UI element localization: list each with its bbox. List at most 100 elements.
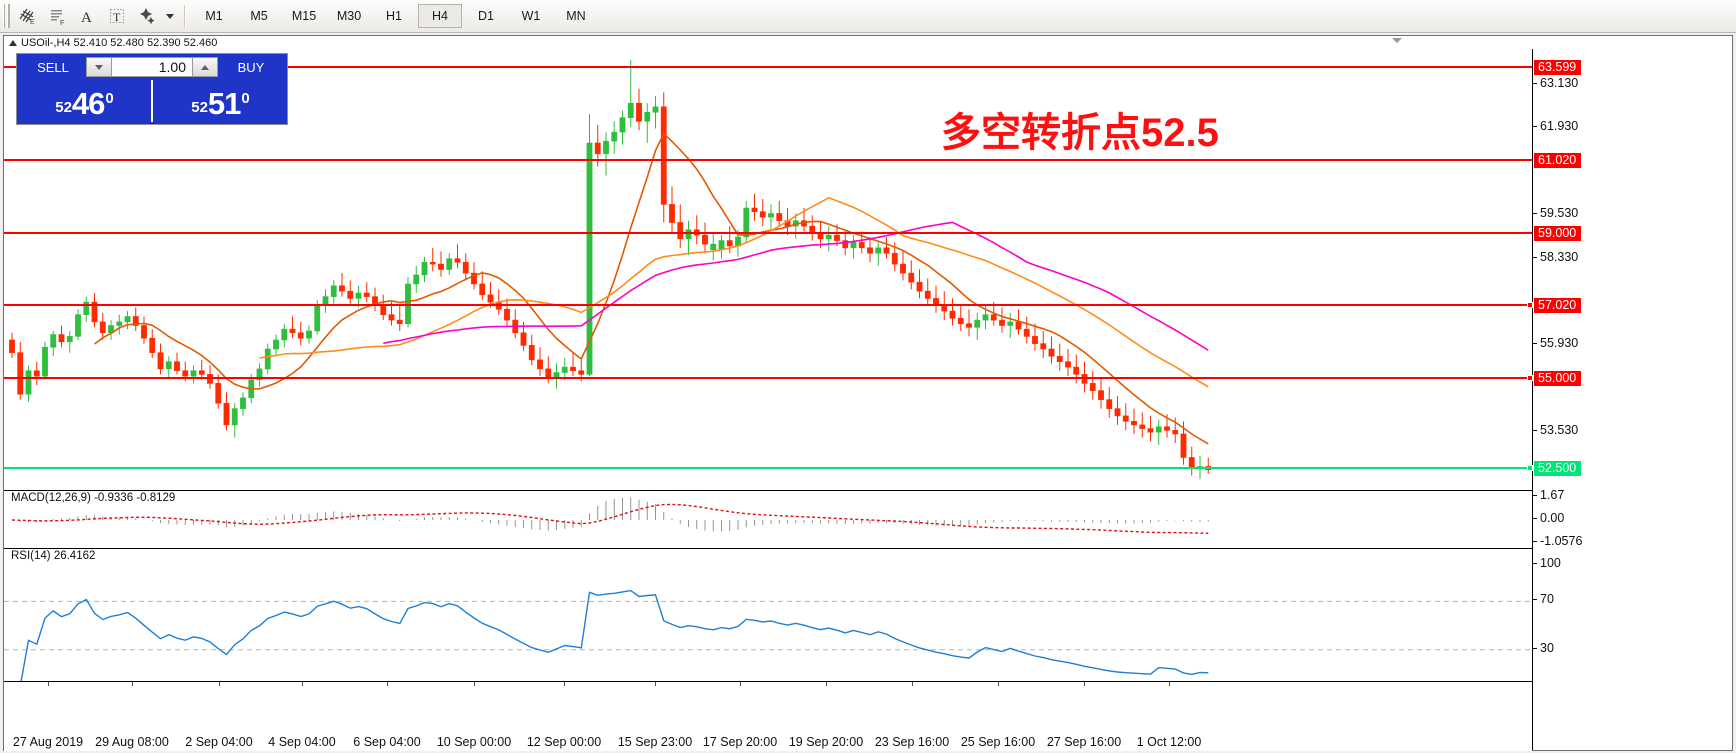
rsi-pane[interactable]: RSI(14) 26.4162 <box>4 548 1532 687</box>
trade-panel-prices: 52 46 0 52 51 0 <box>17 80 287 122</box>
price-tick-label: 59.530 <box>1540 206 1579 221</box>
time-axis-label: 15 Sep 23:00 <box>617 735 693 749</box>
time-axis-label: 2 Sep 04:00 <box>185 735 253 749</box>
time-tick <box>1169 682 1170 686</box>
level-line[interactable] <box>4 374 1533 381</box>
timeframe-h1[interactable]: H1 <box>386 9 402 23</box>
timeframe-m1[interactable]: M1 <box>205 9 223 23</box>
time-axis-label: 29 Aug 08:00 <box>95 735 169 749</box>
level-line[interactable] <box>4 301 1533 308</box>
minimize-chart-icon[interactable] <box>1392 38 1402 43</box>
expert-advisor-icon[interactable]: E <box>12 3 42 29</box>
macd-pane[interactable]: MACD(12,26,9) -0.9336 -0.8129 <box>4 490 1532 548</box>
toolbar-grip[interactable] <box>3 4 10 28</box>
time-tick <box>219 682 220 686</box>
trade-panel-top-row: SELL 1.00 BUY <box>17 54 287 80</box>
time-axis-label: 27 Aug 2019 <box>12 735 84 749</box>
level-line[interactable] <box>4 66 1532 69</box>
time-axis-label: 12 Sep 00:00 <box>526 735 602 749</box>
buy-price[interactable]: 52 51 0 <box>153 80 287 122</box>
symbol-ohlc-text: USOil-,H4 52.410 52.480 52.390 52.460 <box>21 36 218 49</box>
collapse-triangle-icon[interactable] <box>9 39 17 46</box>
time-tick <box>998 682 999 686</box>
level-line[interactable] <box>4 232 1532 235</box>
timeframe-mn[interactable]: MN <box>566 9 586 23</box>
timeframe-w1[interactable]: W1 <box>521 9 541 23</box>
rsi-canvas <box>4 589 1532 687</box>
volume-decrease-button[interactable] <box>86 57 112 77</box>
time-axis-label: 4 Sep 04:00 <box>268 735 336 749</box>
buy-price-main: 51 <box>207 86 241 121</box>
level-price-badge: 59.000 <box>1534 226 1582 242</box>
macd-tick: 1.67 <box>1533 488 1564 502</box>
price-scale[interactable]: 63.130 61.930 59.530 58.330 55.930 53.530 1.67… <box>1532 49 1732 750</box>
level-price-badge: 63.599 <box>1534 60 1582 76</box>
time-tick <box>132 682 133 686</box>
timeframe-d1[interactable]: D1 <box>478 9 494 23</box>
price-tick: 55.930 <box>1533 336 1578 350</box>
text-box-icon[interactable]: T <box>102 3 132 29</box>
time-tick <box>564 682 565 686</box>
price-tick: 58.330 <box>1533 250 1578 264</box>
level-line-anchor[interactable] <box>1527 374 1533 381</box>
indicator-list-icon[interactable]: F <box>42 3 72 29</box>
price-tick: 53.530 <box>1533 423 1578 437</box>
level-line-anchor[interactable] <box>1527 301 1533 308</box>
time-tick <box>302 682 303 686</box>
time-axis-label: 27 Sep 16:00 <box>1046 735 1122 749</box>
rsi-tick: 70 <box>1533 592 1554 606</box>
price-tick: 59.530 <box>1533 206 1578 220</box>
price-tick: 61.930 <box>1533 119 1578 133</box>
timeframe-m15[interactable]: M15 <box>291 9 317 23</box>
time-axis-label: 19 Sep 20:00 <box>788 735 864 749</box>
timeframe-h4[interactable]: H4 <box>418 4 462 28</box>
macd-label: MACD(12,26,9) -0.9336 -0.8129 <box>11 492 176 504</box>
text-label-icon[interactable]: A <box>72 3 102 29</box>
price-tick-label: 53.530 <box>1540 423 1579 438</box>
price-tick-label: 63.130 <box>1540 76 1579 91</box>
time-tick <box>474 682 475 686</box>
svg-text:T: T <box>113 10 121 24</box>
price-tick: 63.130 <box>1533 76 1578 90</box>
level-line[interactable] <box>4 465 1533 472</box>
symbol-info-bar: USOil-,H4 52.410 52.480 52.390 52.460 <box>4 36 1732 49</box>
toolbar-separator <box>182 5 189 27</box>
time-tick <box>740 682 741 686</box>
rsi-label: RSI(14) 26.4162 <box>11 550 96 562</box>
macd-canvas <box>11 497 1209 534</box>
time-tick <box>912 682 913 686</box>
sell-button[interactable]: SELL <box>37 59 69 75</box>
price-tick-label: 61.930 <box>1540 119 1579 134</box>
time-tick <box>1084 682 1085 686</box>
one-click-trading-panel[interactable]: SELL 1.00 BUY 52 46 0 52 51 0 <box>16 53 288 125</box>
price-tick-label: 55.930 <box>1540 336 1579 351</box>
time-axis-label: 23 Sep 16:00 <box>874 735 950 749</box>
price-pane[interactable] <box>4 49 1532 490</box>
time-tick <box>387 682 388 686</box>
svg-text:E: E <box>30 19 35 26</box>
chevron-down-icon[interactable] <box>162 3 178 29</box>
buy-button[interactable]: BUY <box>237 59 265 75</box>
svg-text:A: A <box>81 10 92 26</box>
price-chart-canvas <box>9 59 1212 480</box>
time-axis-label: 6 Sep 04:00 <box>353 735 421 749</box>
objects-icon[interactable] <box>132 3 162 29</box>
rsi-tick: 30 <box>1533 641 1554 655</box>
level-line-anchor[interactable] <box>1527 465 1533 472</box>
svg-text:F: F <box>60 20 64 26</box>
time-axis[interactable]: 27 Aug 2019 29 Aug 08:00 2 Sep 04:00 4 Sep … <box>4 681 1532 751</box>
timeframe-m30[interactable]: M30 <box>336 9 362 23</box>
timeframe-m5[interactable]: M5 <box>250 9 268 23</box>
toolbar: E F A T M1 M5 M15 M30 H1 H4 D1 <box>0 0 1736 33</box>
chart-annotation: 多空转折点52.5 <box>941 111 1219 155</box>
level-price-badge: 52.500 <box>1534 461 1582 477</box>
sell-price-prefix: 52 <box>55 99 72 116</box>
volume-input[interactable]: 1.00 <box>112 57 192 77</box>
level-price-badge: 55.000 <box>1534 370 1582 386</box>
volume-increase-button[interactable] <box>192 57 218 77</box>
level-line[interactable] <box>4 159 1532 162</box>
buy-price-prefix: 52 <box>191 99 208 116</box>
sell-price[interactable]: 52 46 0 <box>17 80 153 122</box>
level-price-badge: 61.020 <box>1534 153 1582 169</box>
